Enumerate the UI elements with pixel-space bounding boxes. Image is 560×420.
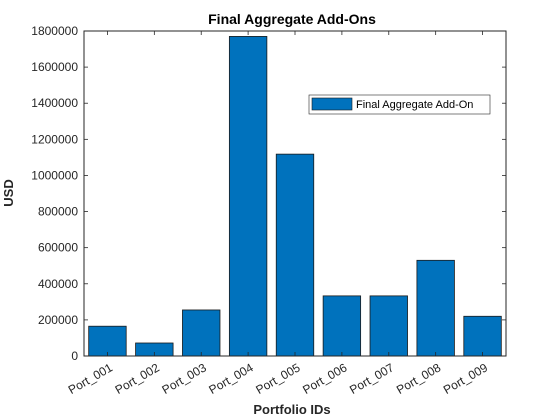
y-tick-label: 1600000 (31, 60, 78, 74)
y-tick-label: 200000 (38, 313, 78, 327)
legend: Final Aggregate Add-On (308, 94, 491, 115)
bars-group (88, 36, 502, 357)
y-tick-label: 1000000 (31, 168, 78, 182)
legend-swatch (311, 97, 353, 111)
bar-port-008 (416, 259, 455, 357)
y-tick-label: 800000 (38, 205, 78, 219)
y-axis-label: USD (1, 179, 16, 206)
legend-box (308, 94, 491, 115)
bar-port-009 (463, 315, 502, 357)
bar-port-006 (322, 295, 362, 357)
chart-title: Final Aggregate Add-Ons (208, 11, 376, 27)
y-tick-label: 600000 (38, 241, 78, 255)
y-tick-label: 400000 (38, 277, 78, 291)
y-tick-label: 1200000 (31, 132, 78, 146)
bar-port-004 (228, 36, 268, 357)
y-tick-label: 1400000 (31, 96, 78, 110)
y-axis-ticks: 0 200000 400000 600000 800000 1000000 1200000 1… (31, 24, 506, 363)
y-tick-label: 0 (71, 349, 78, 363)
bar-port-005 (275, 153, 315, 357)
y-tick-label: 1800000 (31, 24, 78, 38)
plot-area: 0 200000 400000 600000 800000 1000000 1200000 1… (31, 24, 507, 397)
legend-entry-label: Final Aggregate Add-On (356, 99, 473, 111)
bar-port-007 (369, 295, 408, 357)
bar-port-003 (182, 309, 221, 357)
x-axis-label: Portfolio IDs (253, 402, 330, 417)
bar-port-001 (88, 325, 127, 357)
